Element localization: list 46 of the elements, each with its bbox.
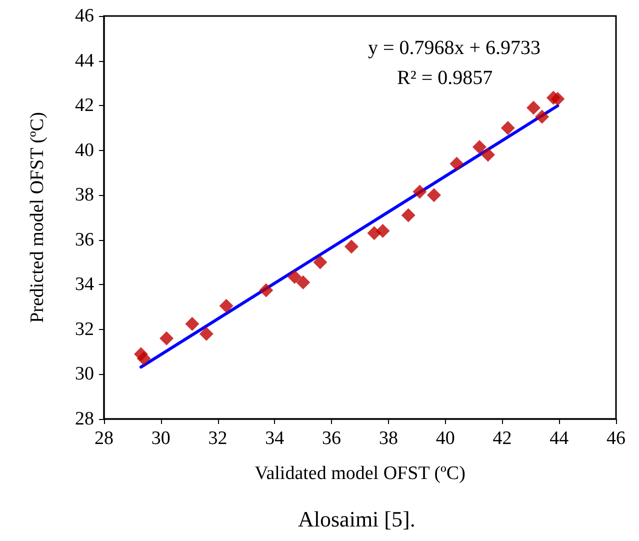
annotation: y = 0.7968x + 6.9733 (368, 37, 541, 59)
x-tick-label: 44 (550, 428, 570, 449)
point (259, 283, 274, 298)
point (450, 156, 464, 171)
x-tick-label: 30 (151, 428, 170, 449)
point (426, 188, 441, 202)
y-tick-label: 46 (75, 6, 94, 26)
y-tick-label: 44 (75, 50, 94, 72)
point (535, 110, 550, 124)
point (412, 184, 427, 199)
y-tick-label: 38 (75, 184, 94, 206)
annotation: R² = 0.9857 (397, 67, 493, 89)
x-tick-label: 42 (492, 428, 512, 449)
point (401, 208, 416, 222)
x-tick-label: 46 (606, 428, 626, 449)
point (344, 240, 358, 254)
point (296, 275, 310, 290)
y-tick-label: 32 (75, 318, 94, 340)
y-tick-label: 40 (75, 140, 94, 161)
x-tick-label: 40 (436, 428, 455, 449)
point (199, 326, 214, 341)
x-tick-label: 36 (322, 428, 342, 449)
point (185, 316, 200, 331)
point (376, 224, 390, 238)
y-tick-label: 36 (75, 229, 94, 250)
point (526, 100, 541, 115)
point (500, 120, 515, 135)
x-tick-label: 34 (265, 428, 285, 449)
point (313, 255, 328, 270)
x-tick-label: 38 (378, 428, 398, 449)
y-tick-label: 34 (75, 274, 94, 296)
point (136, 352, 151, 366)
x-tick-label: 32 (208, 428, 228, 449)
x-axis-title: Validated model OFST (ºC) (254, 463, 466, 484)
point (288, 270, 302, 284)
point (481, 148, 495, 162)
y-tick-label: 30 (75, 364, 94, 385)
point (160, 331, 174, 346)
point (472, 140, 486, 154)
point (550, 92, 565, 106)
x-tick-label: 28 (94, 428, 114, 449)
point (219, 298, 234, 313)
text: Alosaimi [5]. (298, 506, 416, 532)
y-axis-title: Predicted model OFST (ºC) (27, 112, 48, 323)
y-tick-label: 28 (75, 408, 94, 430)
y-tick-label: 42 (75, 95, 94, 116)
